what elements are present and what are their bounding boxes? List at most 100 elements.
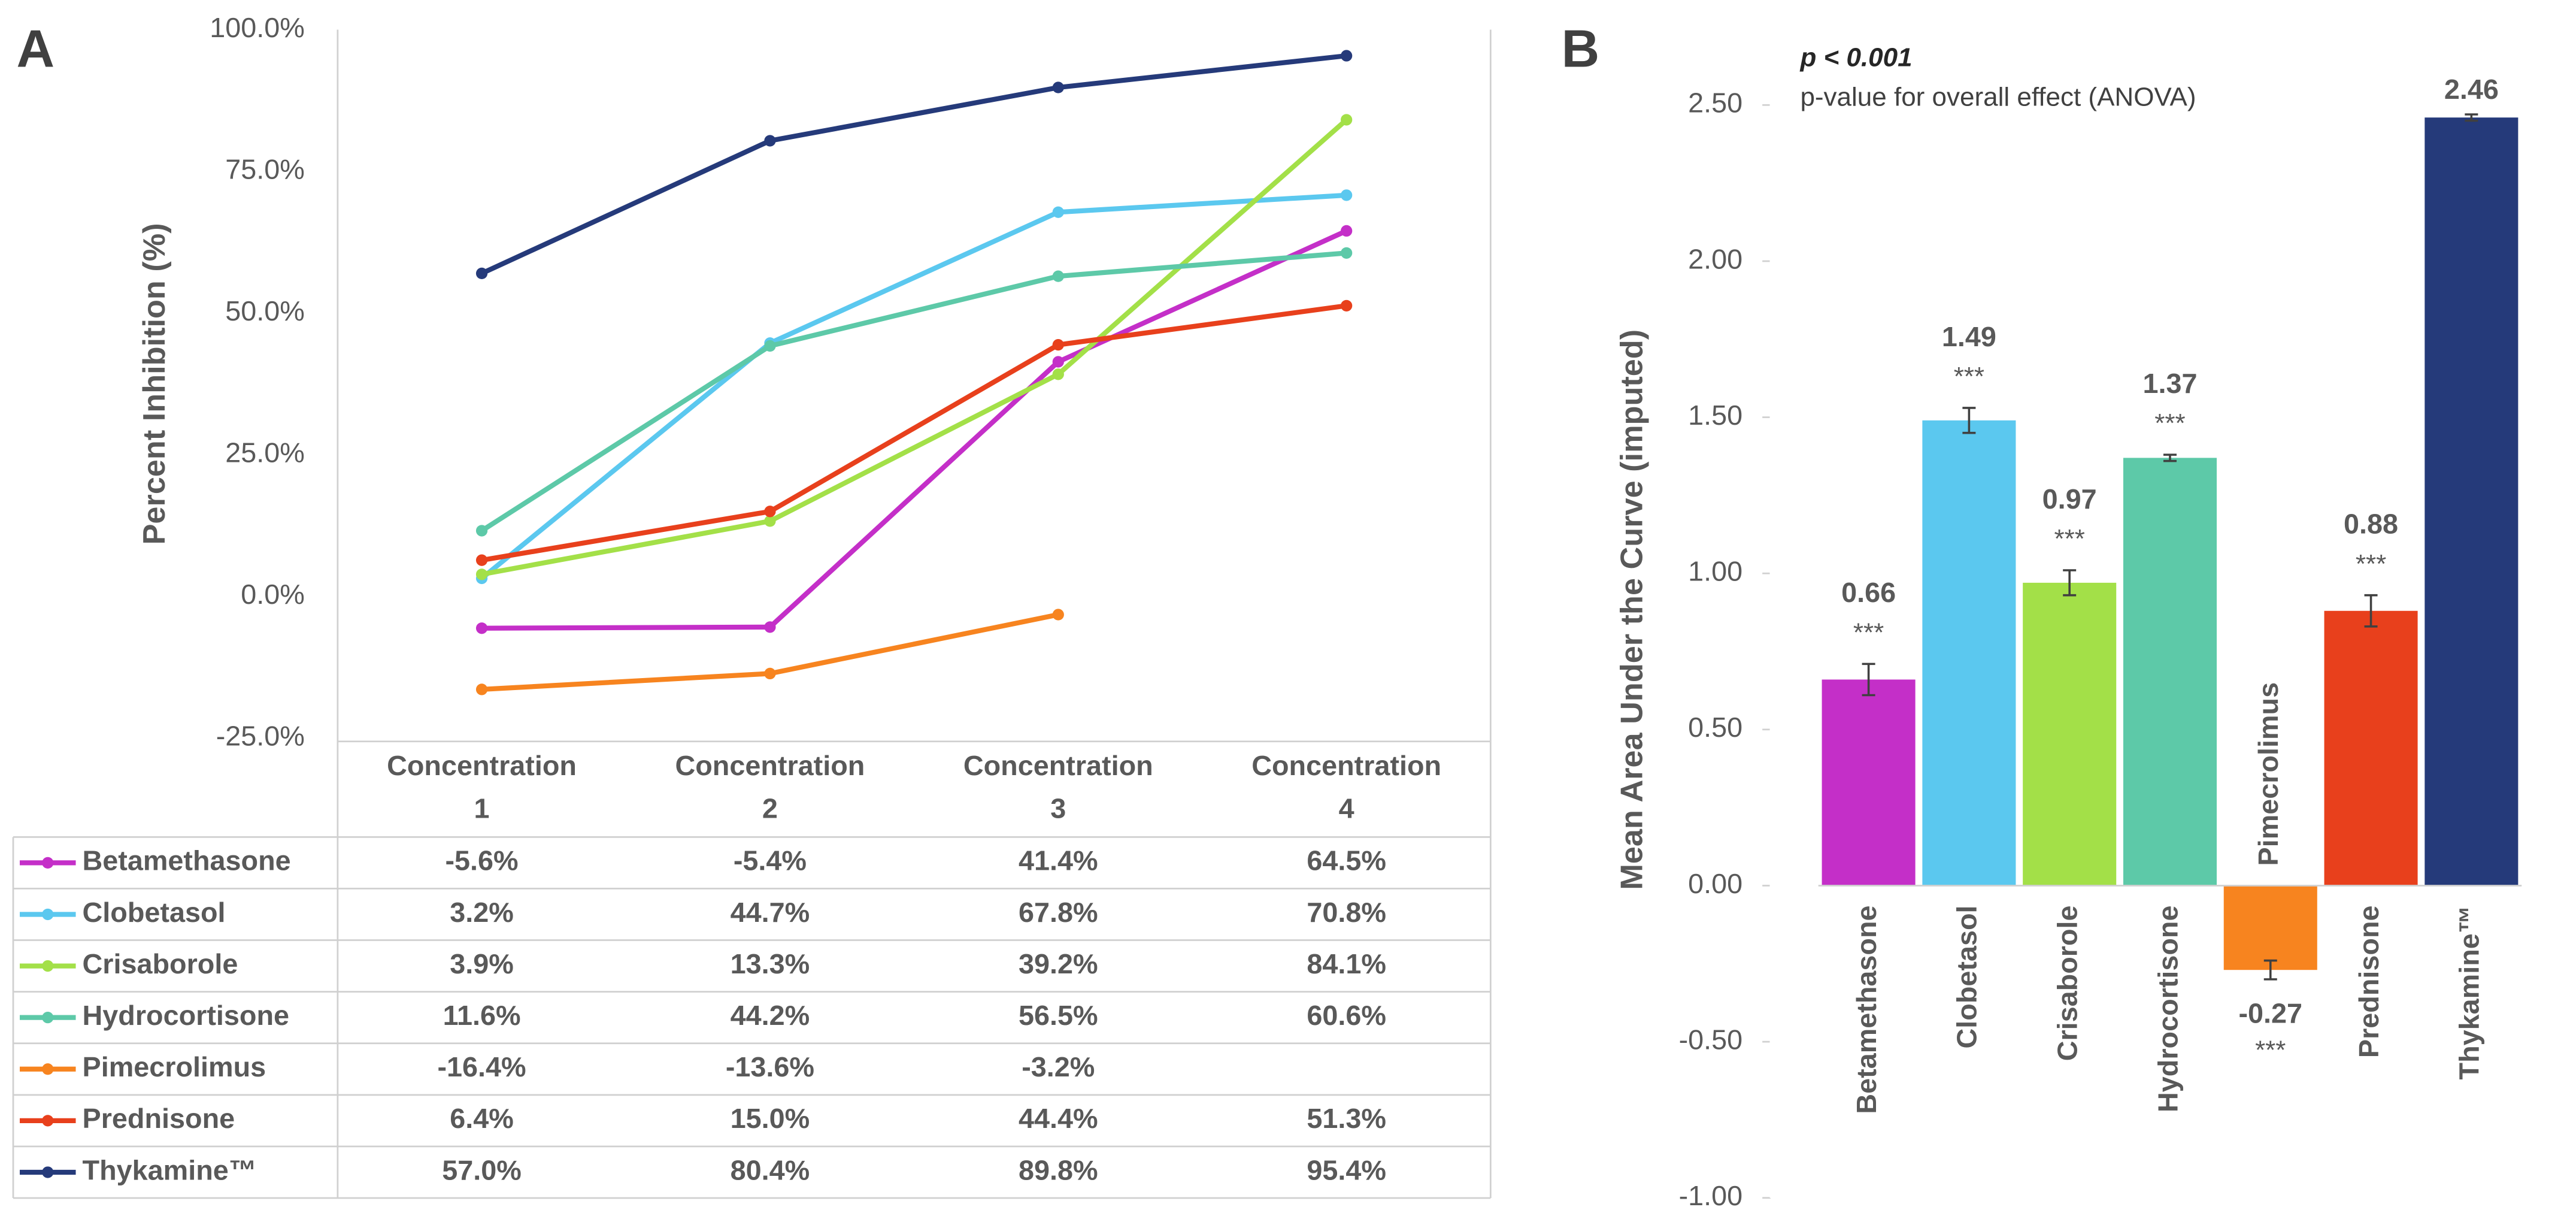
y-tick-label: -0.50 xyxy=(1679,1024,1743,1055)
data-point xyxy=(1052,270,1064,282)
table-cell: 56.5% xyxy=(1019,1000,1098,1031)
table-cell: -16.4% xyxy=(437,1051,526,1082)
table-cell: -13.6% xyxy=(726,1051,814,1082)
series-line xyxy=(480,250,1347,533)
legend-swatch-dot xyxy=(42,1166,54,1178)
series-line xyxy=(480,53,1347,276)
y-tick-label: 0.0% xyxy=(241,579,305,610)
data-point xyxy=(764,667,776,680)
table-cell: 39.2% xyxy=(1019,948,1098,979)
category-label: Pimecrolimus xyxy=(2253,682,2284,866)
data-point xyxy=(1341,189,1353,201)
series-line xyxy=(480,192,1347,580)
table-cell: 67.8% xyxy=(1019,897,1098,928)
bar xyxy=(2023,582,2117,886)
legend-label: Crisaborole xyxy=(83,948,238,979)
error-bar xyxy=(1862,663,1875,697)
y-tick-label: -25.0% xyxy=(216,721,305,752)
table-cell: 84.1% xyxy=(1307,948,1386,979)
legend-label: Pimecrolimus xyxy=(83,1051,266,1082)
data-point xyxy=(1052,609,1064,621)
table-cell: -3.2% xyxy=(1022,1051,1095,1082)
table-cell: 3.9% xyxy=(450,948,514,979)
category-label: Prednisone xyxy=(2353,905,2384,1058)
value-label: 2.46 xyxy=(2444,74,2499,105)
legend-swatch-dot xyxy=(42,1063,54,1075)
table-cell: 15.0% xyxy=(731,1103,810,1134)
significance-label: *** xyxy=(1853,618,1884,647)
table-cell: 44.4% xyxy=(1019,1103,1098,1134)
data-point xyxy=(764,515,776,527)
series-line xyxy=(481,228,1348,631)
category-label: Hydrocortisone xyxy=(2152,905,2183,1112)
series-line xyxy=(481,117,1348,577)
data-point xyxy=(1052,356,1064,368)
table-cell: 95.4% xyxy=(1307,1154,1386,1185)
data-point xyxy=(764,621,776,633)
significance-label: *** xyxy=(2356,549,2386,579)
data-point xyxy=(1341,50,1353,62)
data-point xyxy=(764,506,776,518)
error-bar xyxy=(2465,113,2478,122)
data-point xyxy=(475,267,488,280)
category-header: Concentration 4 xyxy=(1251,750,1441,824)
table-cell: 51.3% xyxy=(1307,1103,1386,1134)
y-axis-label: Mean Area Under the Curve (imputed) xyxy=(1614,329,1649,890)
legend-swatch-dot xyxy=(42,960,54,972)
error-bar xyxy=(2063,569,2077,597)
data-point xyxy=(764,135,776,147)
bar xyxy=(2324,610,2418,886)
data-point xyxy=(1052,206,1064,218)
bar xyxy=(2425,117,2519,886)
category-label: Crisaborole xyxy=(2052,905,2083,1061)
y-tick-label: 2.00 xyxy=(1688,243,1742,274)
y-tick-label: 0.00 xyxy=(1688,868,1742,899)
value-label: 0.66 xyxy=(1841,577,1896,608)
data-point xyxy=(475,554,488,566)
value-label: 0.97 xyxy=(2042,483,2097,515)
data-point xyxy=(1341,114,1353,126)
y-tick-label: 50.0% xyxy=(225,295,305,326)
panel-label: A xyxy=(17,19,55,78)
category-header: Concentration 1 xyxy=(387,750,577,824)
data-point xyxy=(475,525,488,537)
value-label: 1.37 xyxy=(2142,368,2197,399)
bar xyxy=(1922,420,2016,886)
category-label: Thykamine™ xyxy=(2454,905,2485,1079)
y-tick-label: 1.00 xyxy=(1688,556,1742,587)
legend-label: Clobetasol xyxy=(83,897,226,928)
table-cell: 57.0% xyxy=(442,1154,522,1185)
error-bar xyxy=(2163,453,2177,462)
table-cell: -5.4% xyxy=(734,845,807,876)
table-cell: 13.3% xyxy=(731,948,810,979)
table-cell: 80.4% xyxy=(731,1154,810,1185)
error-bar xyxy=(1962,407,1976,434)
legend-swatch-dot xyxy=(42,908,54,921)
data-point xyxy=(1052,81,1064,93)
y-tick-label: 1.50 xyxy=(1688,400,1742,431)
y-tick-label: 0.50 xyxy=(1688,712,1742,743)
data-point xyxy=(1052,368,1064,380)
table-cell: 6.4% xyxy=(450,1103,514,1134)
legend-label: Betamethasone xyxy=(83,845,291,876)
table-cell: 44.7% xyxy=(731,897,810,928)
significance-label: *** xyxy=(1954,362,1984,391)
bar xyxy=(1822,679,1916,886)
legend-label: Hydrocortisone xyxy=(83,1000,289,1031)
error-bar xyxy=(2263,959,2277,981)
category-label: Clobetasol xyxy=(1951,905,1983,1048)
series-line xyxy=(481,303,1347,563)
table-cell: 41.4% xyxy=(1019,845,1098,876)
table-cell: 70.8% xyxy=(1307,897,1386,928)
y-axis-label: Percent Inhibition (%) xyxy=(137,223,172,545)
legend-label: Prednisone xyxy=(83,1103,235,1134)
y-tick-label: -1.00 xyxy=(1679,1180,1743,1211)
annotation-title: p < 0.001 xyxy=(1799,43,1912,72)
category-header: Concentration 3 xyxy=(963,750,1153,824)
legend-swatch-dot xyxy=(42,1012,54,1024)
category-header: Concentration 2 xyxy=(675,750,865,824)
table-cell: 44.2% xyxy=(731,1000,810,1031)
table-cell: 60.6% xyxy=(1307,1000,1386,1031)
